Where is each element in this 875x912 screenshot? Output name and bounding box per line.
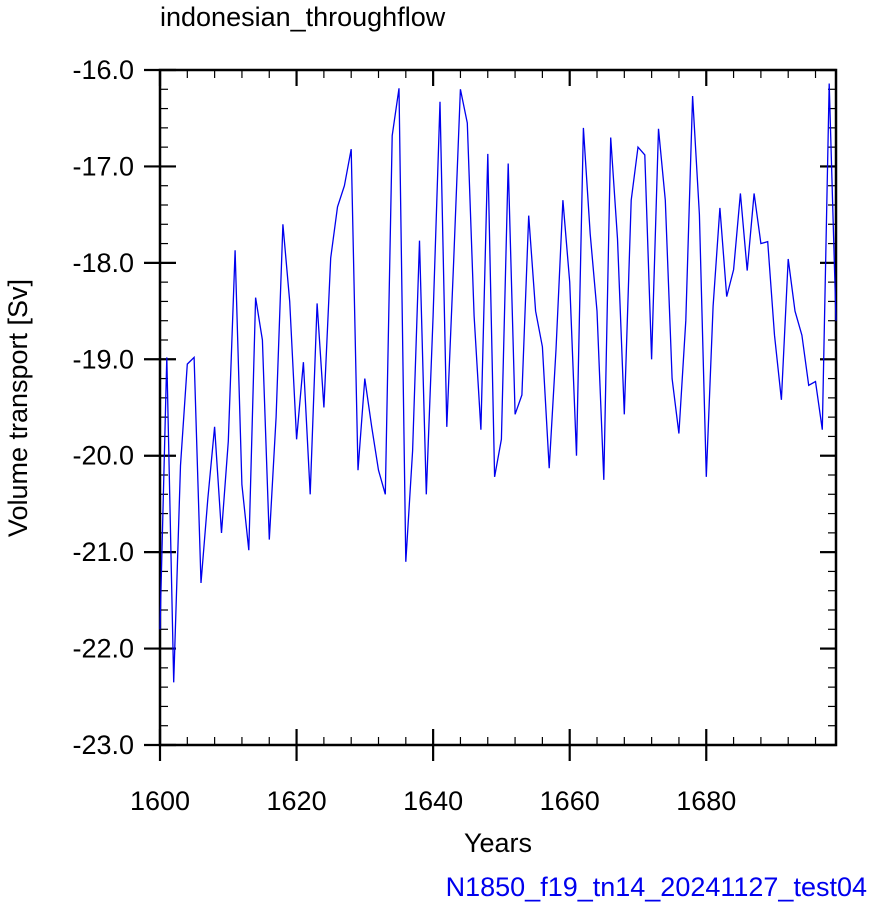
x-tick-label: 1640 — [403, 786, 463, 816]
minor-ticks — [159, 69, 836, 746]
x-tick-label: 1680 — [676, 786, 736, 816]
y-tick-label: -18.0 — [72, 248, 134, 278]
y-tick-label: -20.0 — [72, 441, 134, 471]
y-tick-label: -17.0 — [72, 151, 134, 181]
series-line — [159, 83, 837, 683]
major-ticks — [144, 68, 836, 761]
x-axis-label: Years — [464, 828, 532, 858]
x-tick-label: 1620 — [267, 786, 327, 816]
case-name-caption: N1850_f19_tn14_20241127_test04 — [445, 872, 867, 902]
x-tick-label: 1660 — [540, 786, 600, 816]
x-tick-label: 1600 — [130, 786, 190, 816]
y-tick-label: -19.0 — [72, 344, 134, 374]
y-tick-labels: -16.0 -17.0 -18.0 -19.0 -20.0 -21.0 -22.0 -23.0 — [72, 55, 134, 760]
plot-frame — [158, 68, 838, 747]
y-tick-label: -23.0 — [72, 730, 134, 760]
y-tick-label: -16.0 — [72, 55, 134, 85]
chart-title: indonesian_throughflow — [160, 2, 446, 32]
y-axis-label: Volume transport [Sv] — [3, 279, 33, 537]
x-tick-labels: 1600 1620 1640 1660 1680 — [130, 786, 736, 816]
y-tick-label: -22.0 — [72, 634, 134, 664]
y-tick-label: -21.0 — [72, 537, 134, 567]
